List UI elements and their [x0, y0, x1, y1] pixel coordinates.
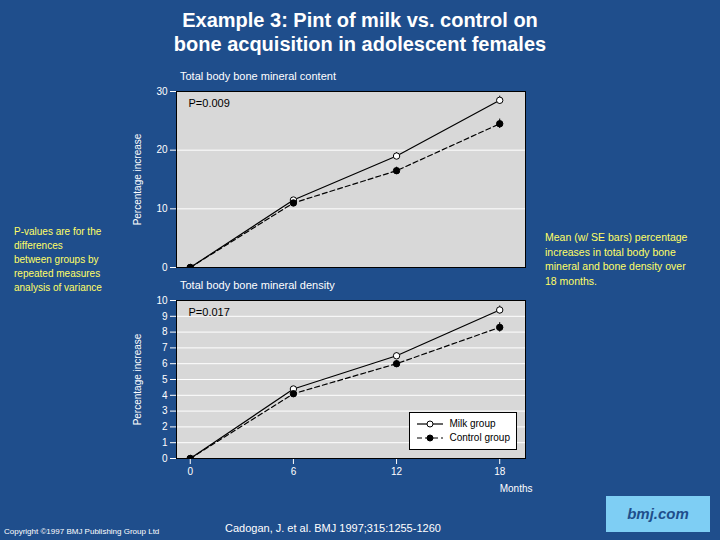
svg-text:0: 0 [187, 466, 193, 477]
svg-text:Percentage increase: Percentage increase [132, 133, 143, 225]
svg-text:10: 10 [156, 295, 168, 306]
svg-text:6: 6 [162, 358, 168, 369]
html-text:Control group: Control group [449, 432, 510, 443]
svg-text:9: 9 [162, 311, 168, 322]
html-text:Milk group: Milk group [449, 418, 496, 429]
svg-text:7: 7 [162, 342, 168, 353]
svg-text:P=0.009: P=0.009 [189, 97, 230, 109]
svg-text:2: 2 [162, 421, 168, 432]
svg-text:18: 18 [494, 466, 506, 477]
html-text:Copyright ©1997 BMJ Publishing: Copyright ©1997 BMJ Publishing Group Ltd [4, 527, 160, 536]
html-text:bmj.com: bmj.com [627, 505, 689, 522]
svg-text:5: 5 [162, 374, 168, 385]
svg-text:8: 8 [162, 326, 168, 337]
svg-text:10: 10 [156, 203, 168, 214]
html-text:Cadogan, J. et al. BMJ 1997;31: Cadogan, J. et al. BMJ 1997;315:1255-126… [225, 522, 441, 534]
svg-text:1: 1 [162, 437, 168, 448]
svg-text:3: 3 [162, 405, 168, 416]
svg-text:Months: Months [500, 483, 533, 494]
svg-text:0: 0 [162, 262, 168, 273]
svg-text:20: 20 [156, 144, 168, 155]
html-text:Total body bone mineral conten: Total body bone mineral content [180, 70, 336, 82]
html-text:Total body bone mineral densit: Total body bone mineral density [180, 279, 335, 291]
html-text:P-values are for the differenc: P-values are for the differences between… [14, 226, 102, 293]
svg-text:Percentage increase: Percentage increase [132, 333, 143, 425]
svg-text:0: 0 [162, 453, 168, 464]
svg-text:4: 4 [162, 390, 168, 401]
svg-text:30: 30 [156, 86, 168, 97]
html-text:Mean (w/ SE bars) percentage i: Mean (w/ SE bars) percentage increases i… [545, 231, 688, 288]
html-text:Example 3: Pint of milk vs. co: Example 3: Pint of milk vs. control on b… [173, 9, 547, 55]
svg-text:6: 6 [291, 466, 297, 477]
svg-text:12: 12 [391, 466, 403, 477]
svg-text:P=0.017: P=0.017 [189, 306, 230, 318]
